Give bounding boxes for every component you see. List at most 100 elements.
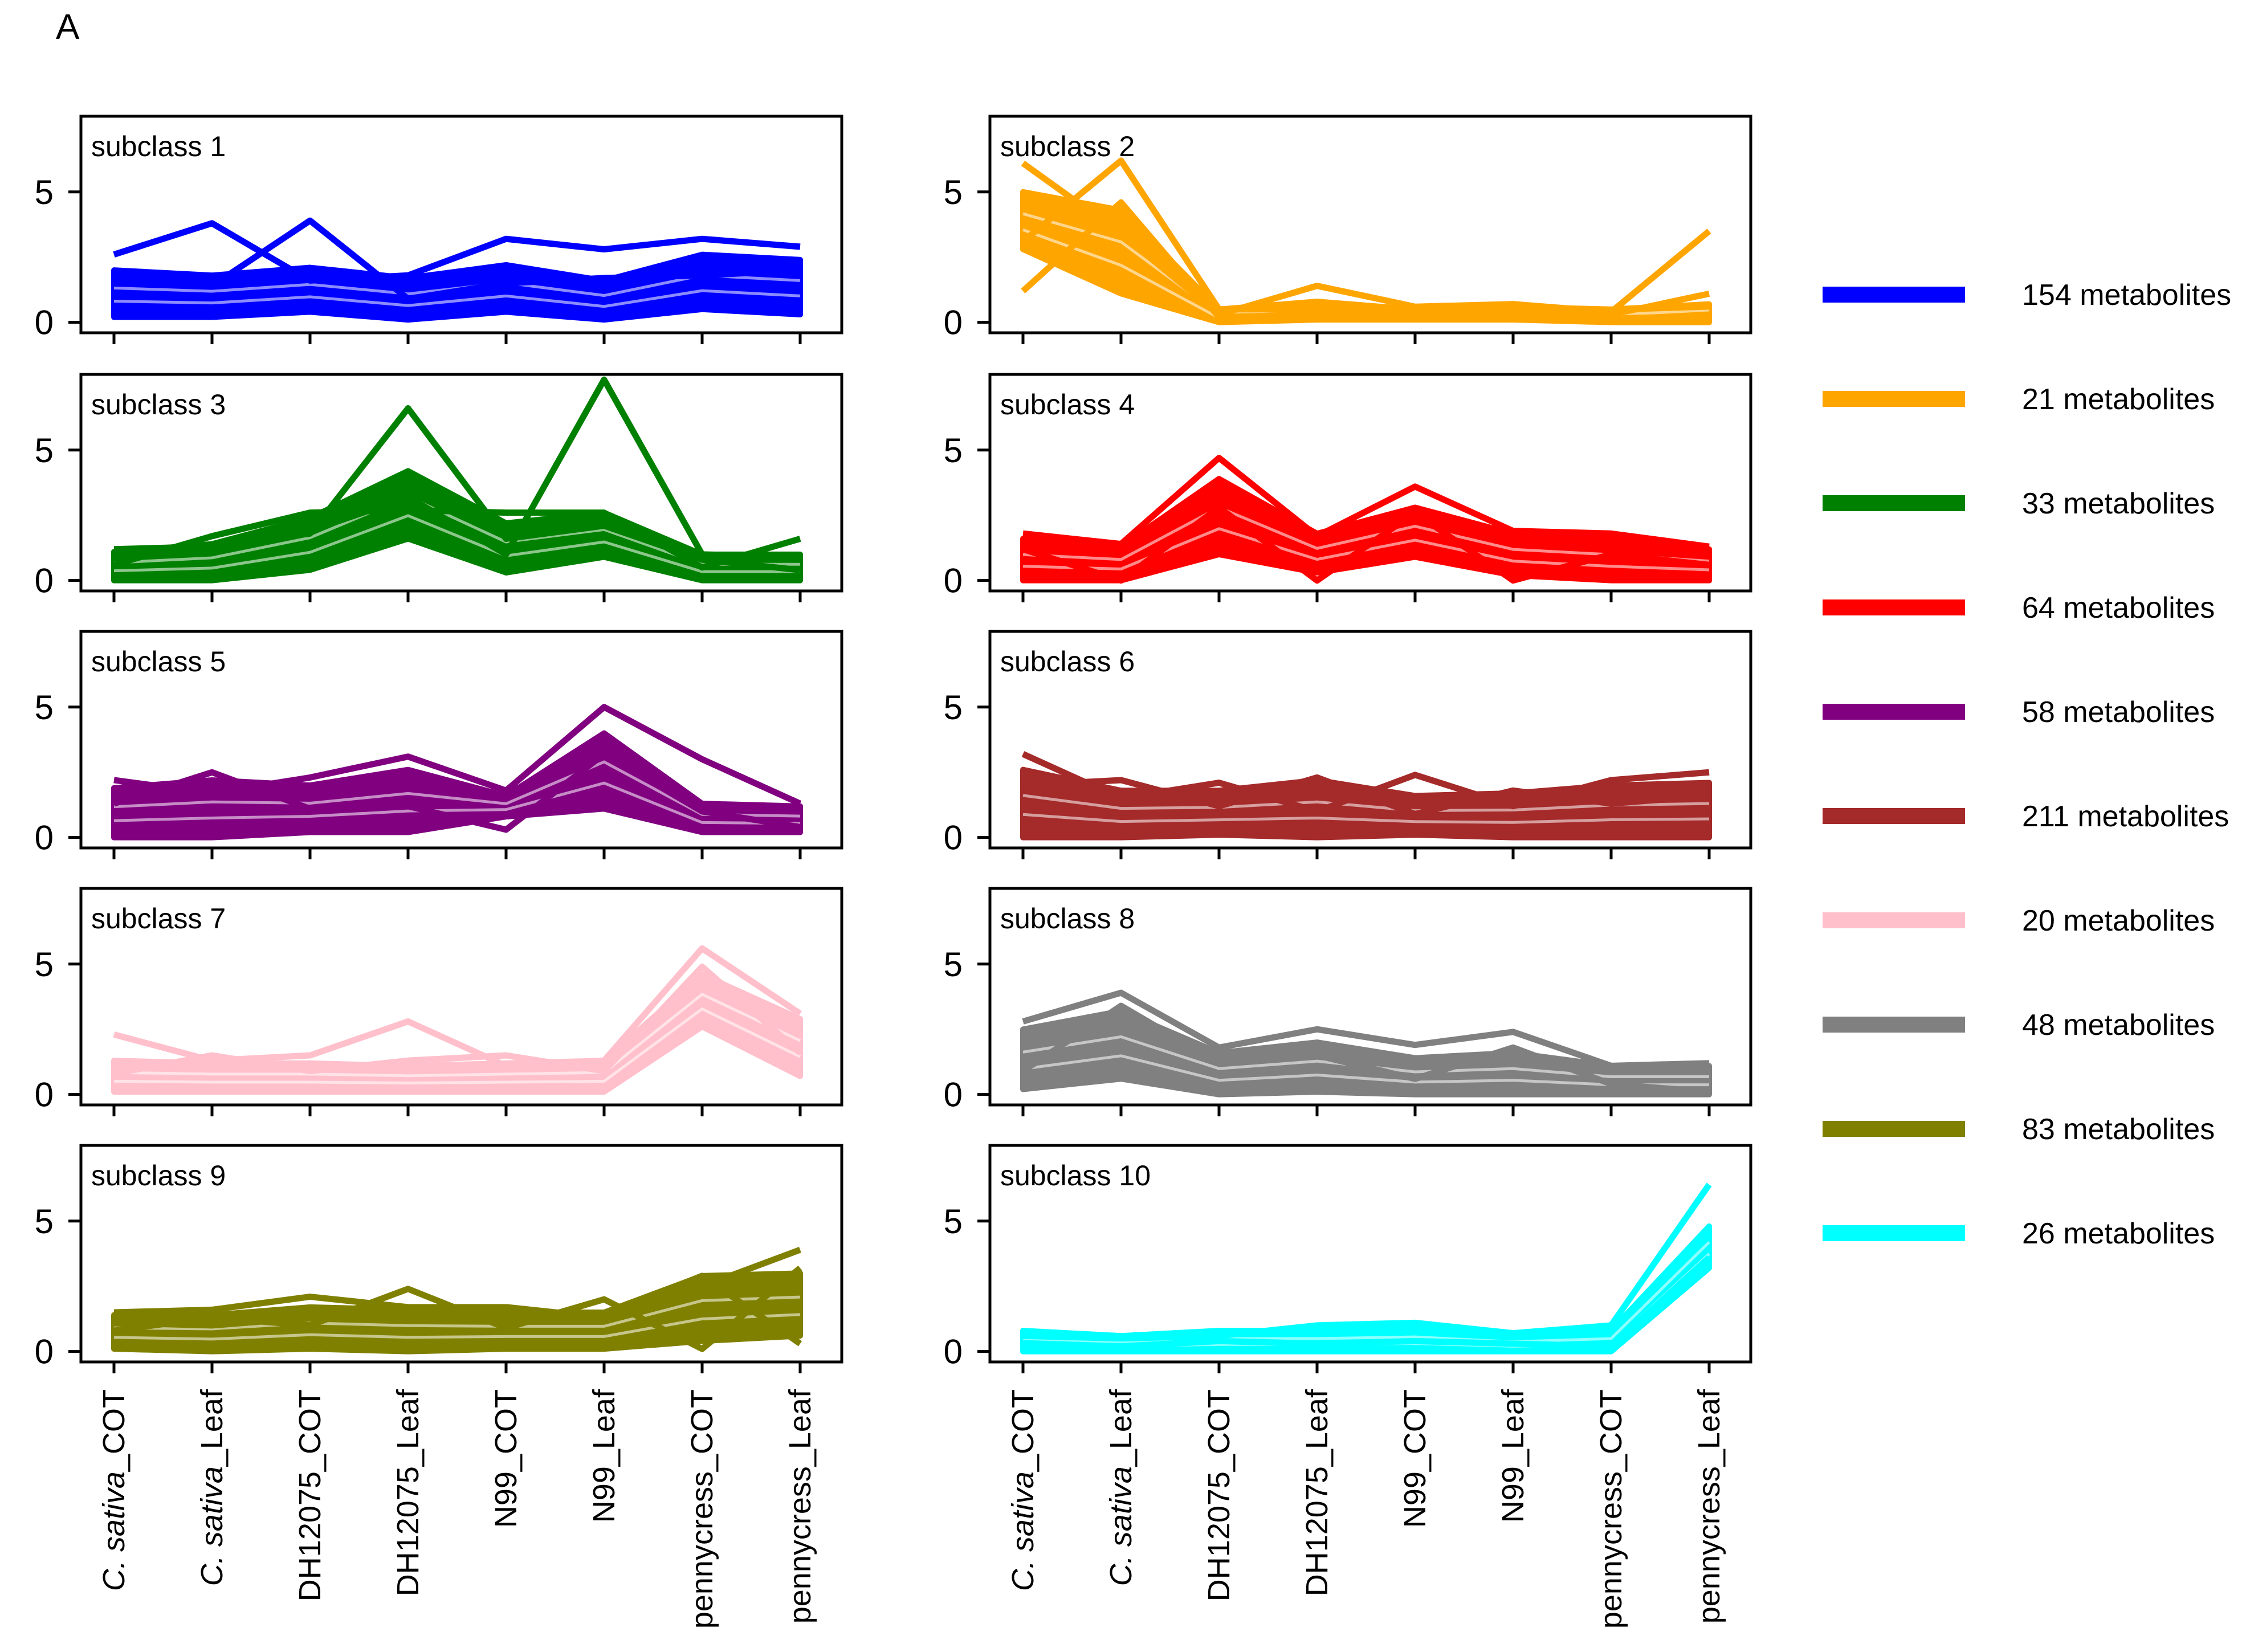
plot-frame [988, 1144, 1752, 1364]
profile-line-1 [1022, 455, 1710, 550]
legend-label: 21 metabolites [2022, 383, 2215, 416]
x-tick-label: pennycress_COT [1594, 1389, 1628, 1629]
legend-item: 48 metabolites [1823, 1009, 2215, 1042]
legend-label: 20 metabolites [2022, 904, 2215, 937]
x-axis-labels-group: C. sativa_COT C. sativa_Leaf DH12075_COT DH… [97, 1389, 1726, 1629]
y-tick-label: 0 [35, 562, 54, 600]
x-tick-label: C. sativa_Leaf [195, 1389, 229, 1586]
profile-highlight-1 [1022, 505, 1710, 563]
legend-item: 33 metabolites [1823, 487, 2215, 520]
profile-line-2 [113, 376, 801, 560]
subplot-title: subclass 2 [1000, 130, 1135, 162]
subplot-4: subclass 4 0 5 [944, 373, 1752, 602]
y-tick-label: 5 [944, 173, 963, 211]
y-tick-label: 0 [35, 304, 54, 342]
profile-highlight-2 [113, 781, 801, 825]
plot-frame [79, 887, 843, 1107]
subplot-10: subclass 10 0 5 [944, 1144, 1752, 1373]
legend-label: 58 metabolites [2022, 696, 2215, 729]
profile-line-2 [113, 750, 801, 833]
x-tick-label: DH12075_COT [1202, 1389, 1236, 1601]
plot-frame [988, 115, 1752, 335]
series-group [1020, 455, 1712, 584]
profile-line-2 [113, 1265, 802, 1352]
legend-item: 154 metabolites [1823, 279, 2231, 312]
y-tick-label: 5 [944, 688, 963, 727]
profile-line-3 [1021, 199, 1710, 323]
series-group [1020, 157, 1712, 325]
y-tick-label: 5 [944, 431, 963, 470]
legend-item: 211 metabolites [1823, 800, 2229, 833]
profile-highlight-2 [1022, 813, 1710, 824]
subplot-8: subclass 8 0 5 [944, 887, 1752, 1116]
y-tick-label: 5 [944, 945, 963, 984]
legend-label: 211 metabolites [2022, 800, 2229, 833]
subplot-1: subclass 1 0 5 [35, 115, 843, 344]
y-tick-label: 5 [35, 688, 54, 727]
y-tick-label: 5 [35, 945, 54, 984]
y-tick-label: 5 [944, 1202, 963, 1241]
legend-item: 26 metabolites [1823, 1217, 2215, 1250]
subplot-title: subclass 6 [1000, 646, 1135, 678]
x-tick-label: pennycress_Leaf [783, 1389, 817, 1624]
legend-item: 21 metabolites [1823, 383, 2215, 416]
profile-line-2 [1022, 774, 1710, 817]
subplot-2: subclass 2 0 5 [944, 115, 1752, 344]
subplot-title: subclass 9 [91, 1160, 226, 1192]
profile-line-1 [1022, 989, 1710, 1069]
profile-highlight-1 [113, 760, 801, 818]
subplot-7: subclass 7 0 5 [35, 887, 843, 1116]
x-tick-label: N99_COT [1398, 1389, 1432, 1528]
profile-line-2 [1021, 1002, 1710, 1095]
subplot-title: subclass 5 [91, 646, 226, 678]
profile-highlight-2 [113, 289, 801, 308]
x-tick-label: N99_Leaf [1496, 1389, 1530, 1523]
profile-highlight-2 [113, 514, 800, 573]
profile-line-2 [113, 963, 802, 1077]
x-tick-label: pennycress_COT [685, 1389, 719, 1629]
profile-line-1 [113, 220, 801, 284]
profile-line-1 [1022, 1182, 1712, 1342]
profile-band [1020, 476, 1712, 584]
series-group [1020, 751, 1712, 841]
legend-item: 64 metabolites [1823, 592, 2215, 625]
profile-highlight-2 [113, 1007, 801, 1085]
series-group [111, 1246, 803, 1355]
legend-label: 83 metabolites [2022, 1113, 2215, 1146]
legend: 154 metabolites 21 metabolites 33 metaboli… [1823, 279, 2231, 1250]
profile-line-2 [113, 217, 801, 302]
y-tick-label: 5 [35, 431, 54, 470]
profile-highlight-1 [113, 992, 801, 1078]
x-tick-label: N99_Leaf [587, 1389, 621, 1523]
plot-frame [79, 115, 843, 335]
legend-label: 33 metabolites [2022, 487, 2215, 520]
plot-frame [988, 373, 1752, 593]
profile-highlight-1 [1022, 794, 1710, 813]
y-tick-label: 0 [944, 1333, 963, 1371]
legend-label: 26 metabolites [2022, 1217, 2215, 1250]
series-group [111, 376, 803, 584]
profile-line-1 [113, 704, 802, 807]
subplot-title: subclass 8 [1000, 903, 1135, 935]
subplot-title: subclass 10 [1000, 1160, 1151, 1192]
profile-line-3 [113, 1272, 802, 1347]
subplot-9: subclass 9 0 5 [35, 1144, 843, 1373]
profile-highlight-1 [1022, 1241, 1710, 1344]
plot-frame [988, 887, 1752, 1107]
legend-label: 64 metabolites [2022, 592, 2215, 625]
subplot-3: subclass 3 0 5 [35, 373, 843, 602]
legend-label: 154 metabolites [2022, 279, 2231, 312]
y-tick-label: 5 [35, 1202, 54, 1241]
subplot-title: subclass 7 [91, 903, 226, 935]
x-tick-label: C. sativa_COT [97, 1389, 131, 1591]
x-tick-label: pennycress_Leaf [1692, 1389, 1726, 1624]
legend-label: 48 metabolites [2022, 1009, 2215, 1042]
plot-frame [79, 1144, 843, 1364]
profile-highlight-2 [113, 1313, 801, 1341]
profile-highlight-2 [1022, 1054, 1709, 1087]
y-tick-label: 0 [944, 819, 963, 857]
x-tick-label: N99_COT [489, 1389, 523, 1528]
series-group [1020, 1182, 1712, 1355]
x-tick-label: DH12075_COT [293, 1389, 327, 1601]
